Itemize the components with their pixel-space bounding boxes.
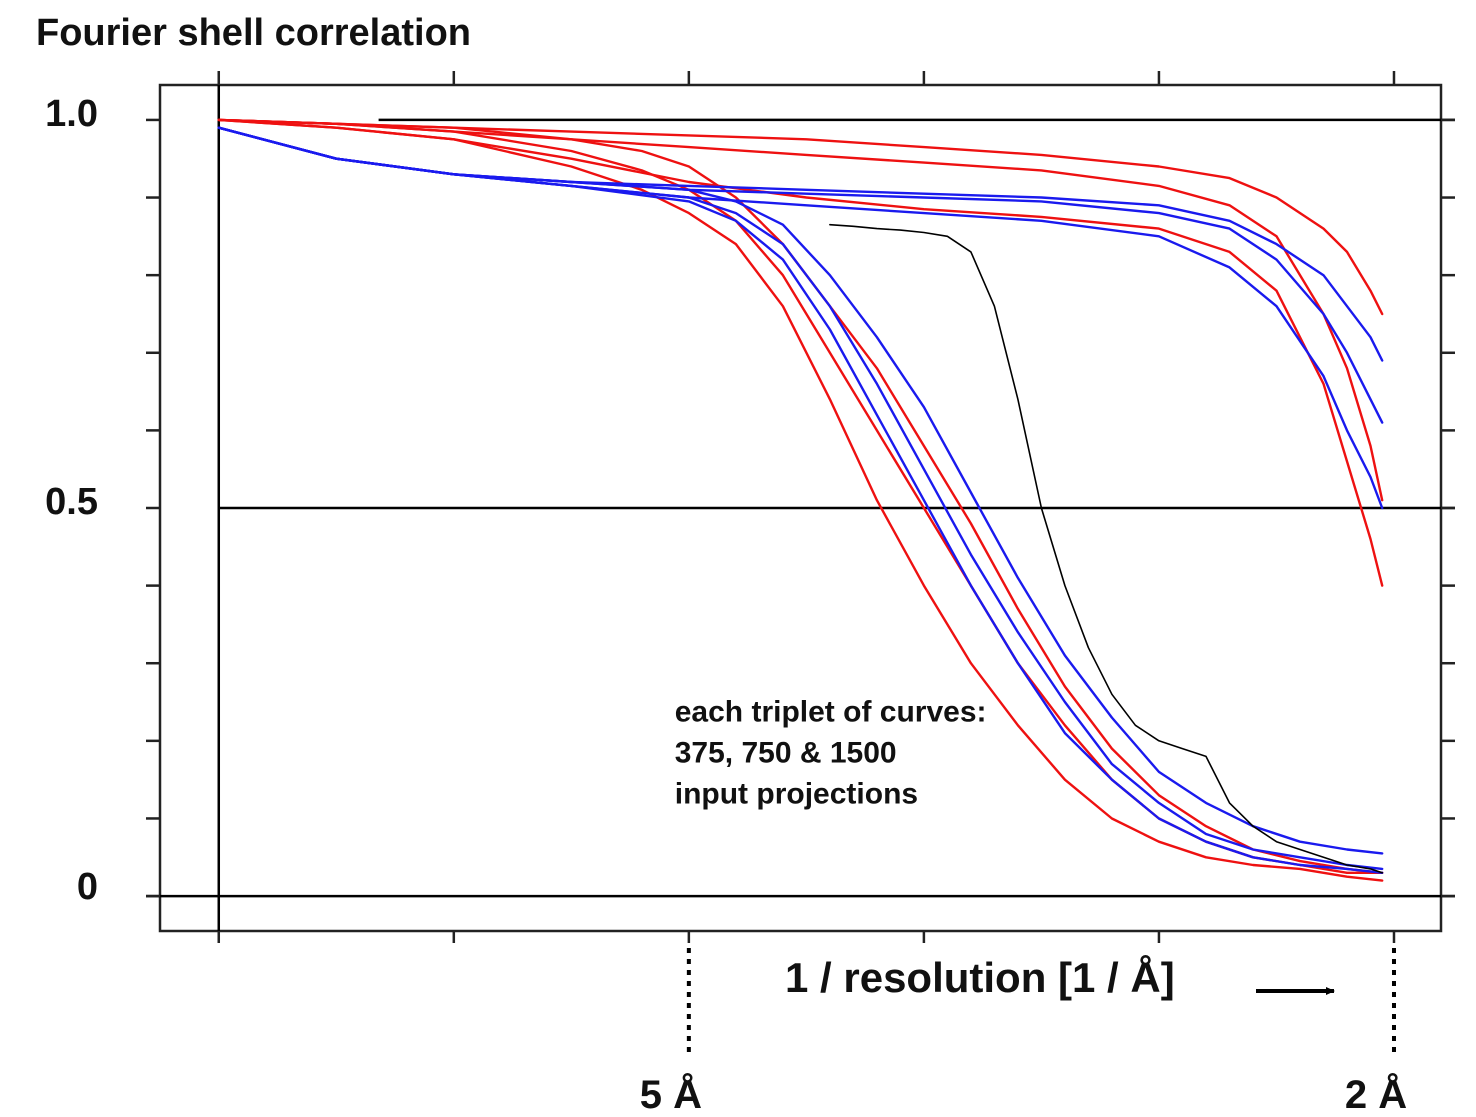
fsc-curve-red-2 bbox=[217, 118, 1384, 502]
reference-lines bbox=[146, 118, 1455, 898]
chart-title: Fourier shell correlation bbox=[36, 12, 471, 54]
annotation-line-3: input projections bbox=[675, 777, 918, 810]
resolution-marker-5a-label: 5 Å bbox=[640, 1072, 702, 1117]
annotation-line-2: 375, 750 & 1500 bbox=[675, 736, 897, 769]
fsc-curve-blue-10 bbox=[217, 126, 1384, 855]
x-axis-label: 1 / resolution [1 / Å] bbox=[785, 954, 1175, 1001]
fsc-curves bbox=[217, 118, 1384, 882]
resolution-marker-2a-label: 2 Å bbox=[1345, 1072, 1407, 1117]
y-tick-label-1-0: 1.0 bbox=[45, 93, 98, 135]
fsc-curve-blue-12 bbox=[217, 126, 1384, 874]
y-tick-label-0: 0 bbox=[77, 866, 98, 908]
annotation-line-1: each triplet of curves: bbox=[675, 695, 987, 728]
fsc-curve-red-1 bbox=[217, 118, 1384, 316]
y-tick-label-0-5: 0.5 bbox=[45, 481, 98, 523]
fsc-curve-red-3 bbox=[217, 118, 1384, 587]
fsc-curve-red-4 bbox=[217, 118, 1384, 874]
fsc-curve-red-6 bbox=[217, 118, 1384, 882]
fsc-curve-black-13 bbox=[829, 223, 1383, 874]
fsc-curve-blue-8 bbox=[217, 126, 1384, 424]
y-ticks bbox=[146, 118, 1455, 898]
fsc-curve-blue-9 bbox=[217, 126, 1384, 510]
x-ticks bbox=[217, 71, 1396, 943]
